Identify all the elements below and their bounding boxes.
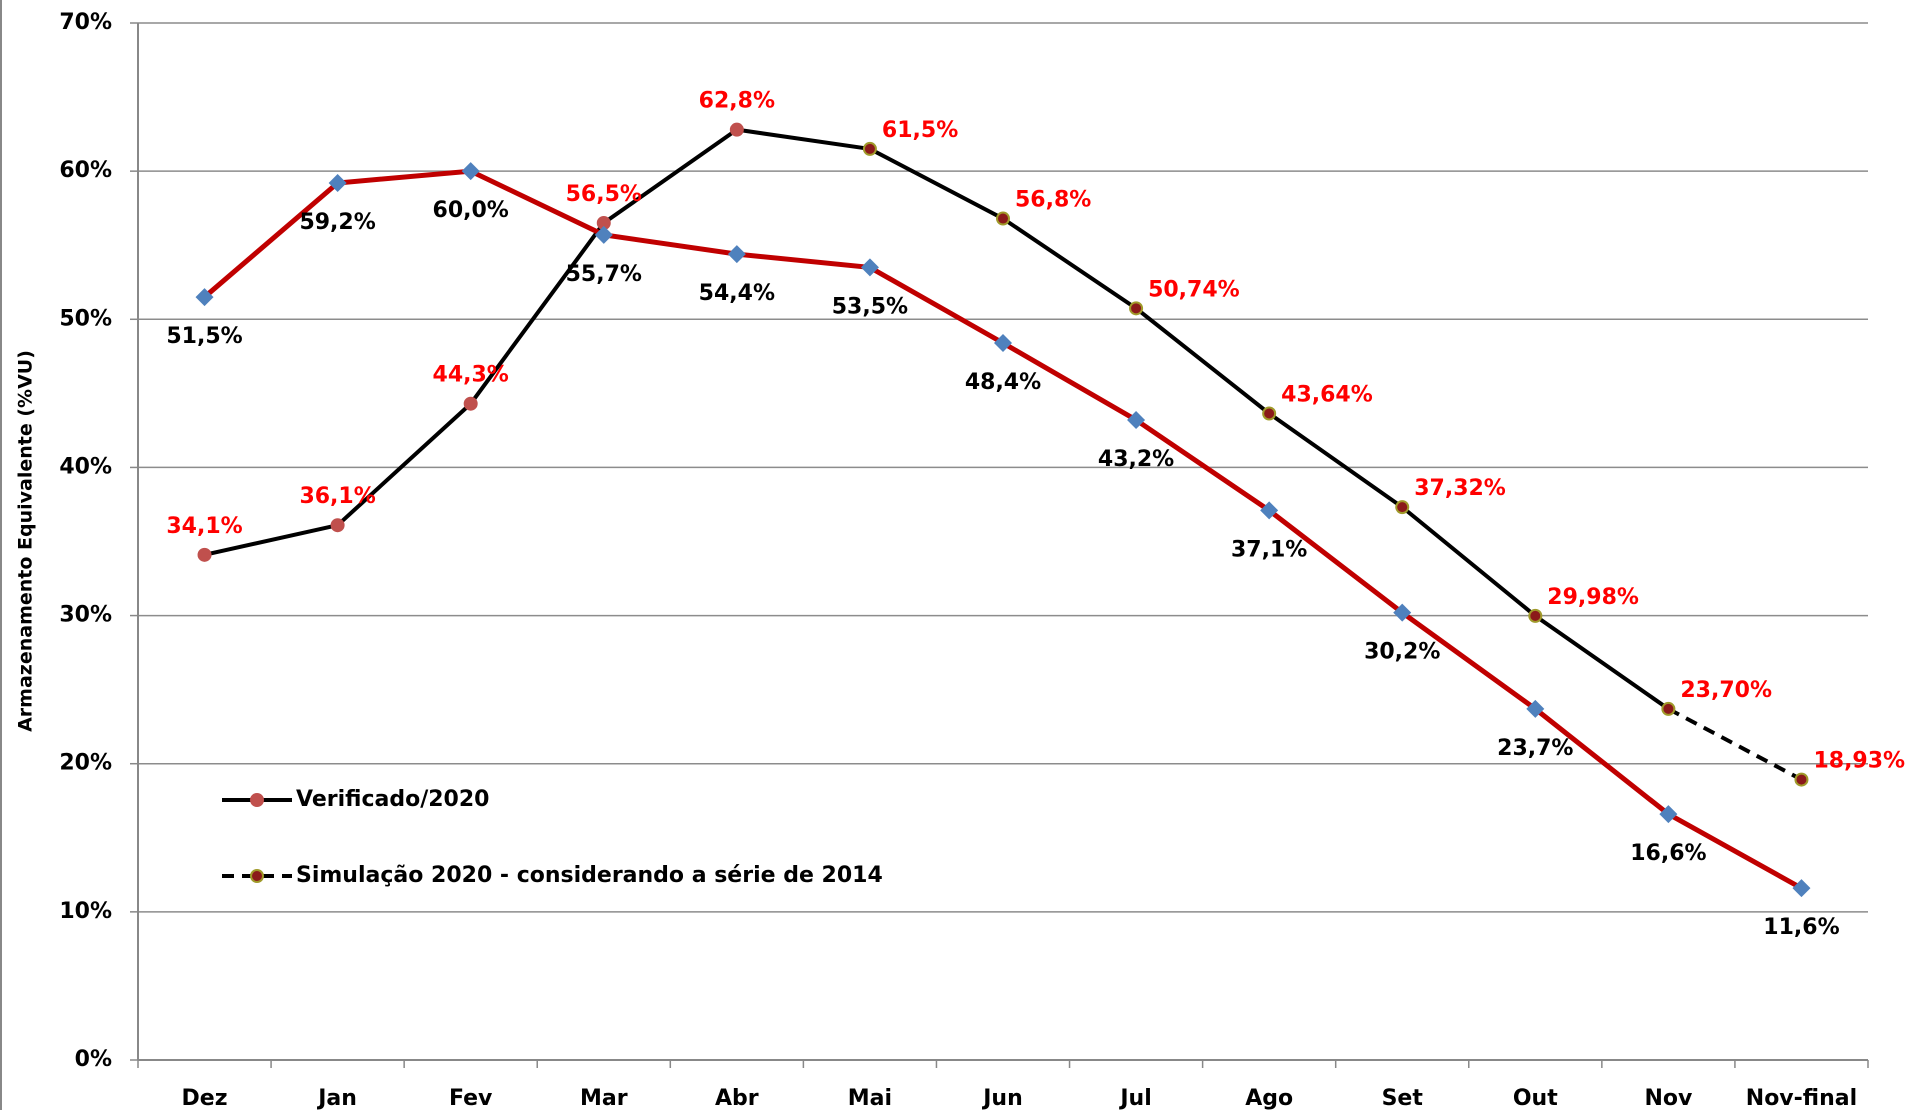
data-point bbox=[463, 396, 478, 411]
data-label: 51,5% bbox=[166, 324, 242, 349]
data-label: 43,2% bbox=[1098, 447, 1174, 472]
data-label: 56,8% bbox=[1015, 188, 1091, 213]
data-label: 55,7% bbox=[566, 262, 642, 287]
data-point bbox=[1260, 501, 1279, 520]
x-tick-label: Mar bbox=[580, 1086, 628, 1110]
data-point bbox=[729, 122, 744, 137]
data-point bbox=[1262, 406, 1277, 421]
data-label: 43,64% bbox=[1281, 383, 1373, 408]
data-point bbox=[1659, 805, 1678, 824]
x-tick-label: Fev bbox=[449, 1086, 493, 1110]
connector-line bbox=[736, 127, 871, 151]
data-label: 29,98% bbox=[1547, 585, 1639, 610]
data-label: 36,1% bbox=[299, 484, 375, 509]
data-label: 44,3% bbox=[433, 363, 509, 388]
data-point bbox=[328, 173, 347, 192]
data-label: 61,5% bbox=[882, 118, 958, 143]
data-label: 53,5% bbox=[832, 294, 908, 319]
data-point bbox=[1395, 500, 1410, 515]
series-line bbox=[868, 147, 1670, 711]
y-tick-label: 20% bbox=[59, 751, 112, 776]
data-point bbox=[860, 258, 879, 277]
data-point bbox=[461, 162, 480, 181]
data-point bbox=[594, 225, 613, 244]
legend-label: Verificado/2020 bbox=[296, 787, 489, 812]
legend-label: Simulação 2020 - considerando a série de… bbox=[296, 863, 883, 888]
y-axis-label: Armazenamento Equivalente (%VU) bbox=[15, 350, 37, 732]
data-label: 60,0% bbox=[433, 198, 509, 223]
data-point bbox=[197, 547, 212, 562]
y-tick-label: 10% bbox=[59, 899, 112, 924]
data-label: 23,70% bbox=[1680, 678, 1772, 703]
x-tick-label: Out bbox=[1513, 1086, 1558, 1110]
x-tick-label: Ago bbox=[1245, 1086, 1293, 1110]
x-tick-label: Dez bbox=[182, 1086, 228, 1110]
data-label: 37,1% bbox=[1231, 537, 1307, 562]
data-point bbox=[727, 245, 746, 264]
y-tick-label: 0% bbox=[75, 1047, 112, 1072]
data-point bbox=[1528, 608, 1543, 623]
data-label: 59,2% bbox=[299, 210, 375, 235]
x-tick-label: Set bbox=[1382, 1086, 1424, 1110]
data-point bbox=[330, 518, 345, 533]
data-point bbox=[1526, 699, 1545, 718]
x-tick-label: Nov-final bbox=[1746, 1086, 1857, 1110]
x-tick-label: Jun bbox=[981, 1086, 1023, 1110]
data-point bbox=[1393, 603, 1412, 622]
x-tick-label: Abr bbox=[715, 1086, 759, 1110]
data-label: 16,6% bbox=[1630, 841, 1706, 866]
data-label: 48,4% bbox=[965, 370, 1041, 395]
data-point bbox=[996, 211, 1010, 226]
legend-marker bbox=[250, 793, 264, 807]
data-point bbox=[1129, 301, 1144, 316]
data-label: 62,8% bbox=[699, 89, 775, 114]
y-tick-label: 50% bbox=[59, 306, 112, 331]
data-label: 34,1% bbox=[166, 514, 242, 539]
data-label: 11,6% bbox=[1763, 915, 1839, 940]
data-point bbox=[1127, 411, 1146, 430]
data-label: 56,5% bbox=[566, 182, 642, 207]
data-label: 30,2% bbox=[1364, 640, 1440, 665]
x-tick-label: Mai bbox=[848, 1086, 892, 1110]
series-line bbox=[202, 168, 1803, 891]
data-point bbox=[994, 333, 1012, 352]
x-tick-label: Jul bbox=[1118, 1086, 1151, 1110]
data-label: 50,74% bbox=[1148, 277, 1240, 302]
data-label: 18,93% bbox=[1813, 749, 1905, 774]
series-line bbox=[204, 128, 738, 557]
x-tick-label: Nov bbox=[1644, 1086, 1693, 1110]
y-tick-label: 30% bbox=[59, 603, 112, 628]
series-line-dashed bbox=[1667, 707, 1803, 782]
data-point bbox=[195, 288, 214, 307]
y-tick-label: 40% bbox=[59, 454, 112, 479]
data-point bbox=[1794, 772, 1809, 787]
data-label: 54,4% bbox=[699, 281, 775, 306]
data-point bbox=[1661, 701, 1676, 716]
data-label: 37,32% bbox=[1414, 476, 1506, 501]
y-tick-label: 60% bbox=[59, 158, 112, 183]
y-tick-label: 70% bbox=[59, 10, 112, 35]
legend-marker bbox=[250, 869, 264, 883]
data-label: 23,7% bbox=[1497, 736, 1573, 761]
x-tick-label: Jan bbox=[316, 1086, 357, 1110]
data-point bbox=[862, 141, 877, 156]
data-point bbox=[1792, 879, 1811, 898]
